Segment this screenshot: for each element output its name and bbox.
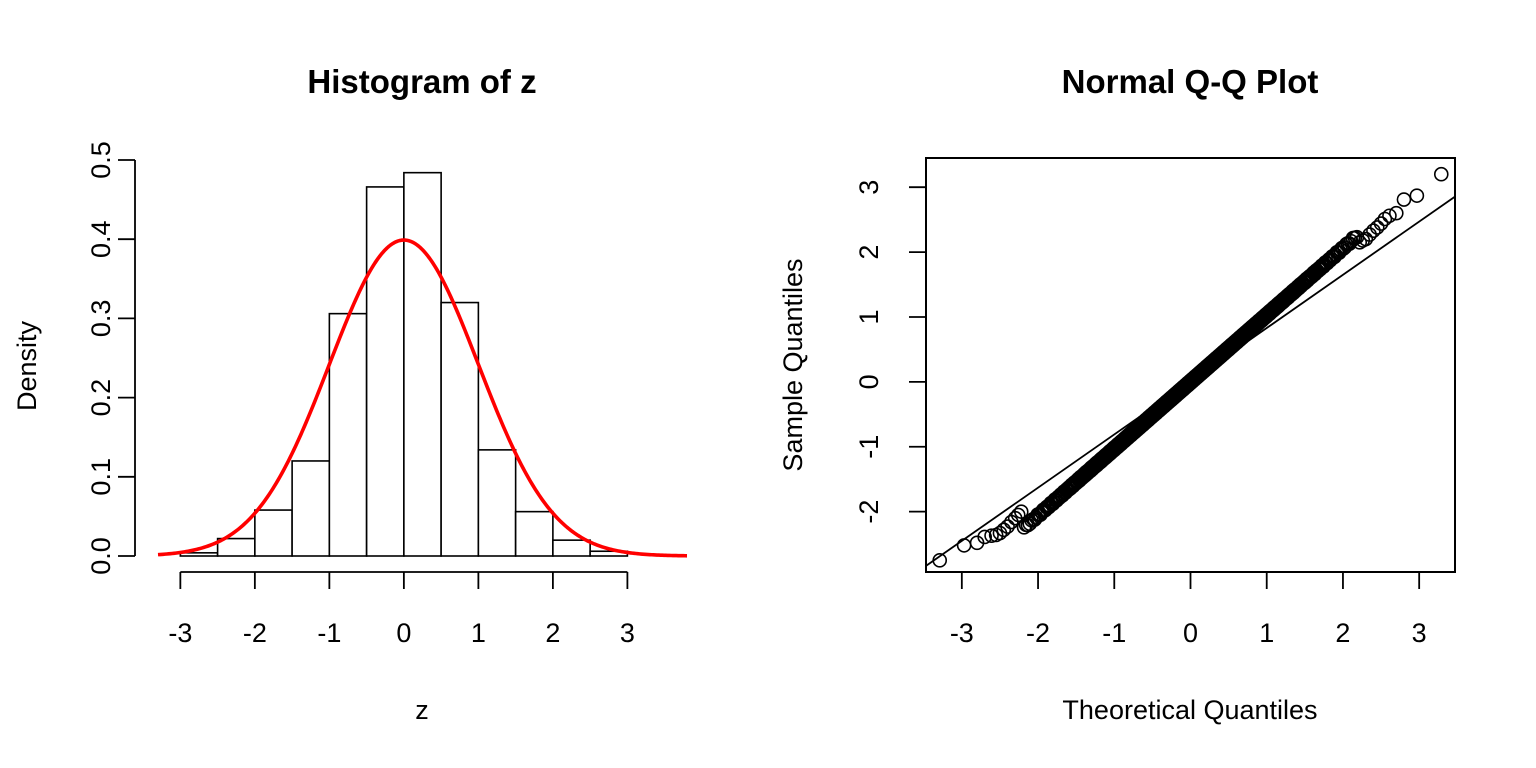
histogram-panel: Histogram of z 0.0 0.1 0.2 0.3 0.4 0.5 -3 -2 -1… bbox=[12, 63, 688, 725]
x-tick-label: 2 bbox=[545, 618, 560, 648]
y-tick-label: 0 bbox=[854, 374, 884, 389]
y-tick-label: 3 bbox=[854, 180, 884, 195]
x-tick-label: 3 bbox=[620, 618, 635, 648]
y-tick-label: 0.5 bbox=[86, 141, 116, 179]
x-tick-label: -2 bbox=[1026, 618, 1050, 648]
histogram-bar bbox=[477, 449, 517, 557]
histogram-x-axis-label: z bbox=[415, 695, 429, 725]
x-tick-label: 0 bbox=[396, 618, 411, 648]
y-tick-label: 0.0 bbox=[86, 537, 116, 575]
x-tick-label: 0 bbox=[1183, 618, 1198, 648]
histogram-y-axis-label: Density bbox=[12, 320, 42, 411]
normal-density-curve bbox=[157, 238, 688, 558]
qq-point bbox=[1377, 211, 1393, 227]
qq-x-axis: -3 -2 -1 0 1 2 3 bbox=[950, 572, 1427, 648]
qq-point bbox=[1000, 519, 1015, 534]
qq-title: Normal Q-Q Plot bbox=[1062, 63, 1319, 100]
y-tick-label: 2 bbox=[854, 245, 884, 260]
x-tick-label: -3 bbox=[950, 618, 974, 648]
histogram-bar bbox=[254, 509, 293, 557]
qq-point bbox=[984, 528, 999, 543]
histogram-y-axis: 0.0 0.1 0.2 0.3 0.4 0.5 bbox=[86, 141, 136, 575]
qq-point bbox=[996, 522, 1012, 538]
histogram-x-axis: -3 -2 -1 0 1 2 3 bbox=[168, 571, 635, 648]
qq-point bbox=[1013, 504, 1029, 519]
qq-y-axis: -2 -1 0 1 2 3 bbox=[854, 180, 926, 524]
x-tick-label: -1 bbox=[1102, 618, 1126, 648]
x-tick-label: 1 bbox=[471, 618, 486, 648]
histogram-bar bbox=[291, 460, 331, 557]
y-tick-label: -1 bbox=[854, 435, 884, 459]
y-tick-label: 0.1 bbox=[86, 458, 116, 496]
histogram-title: Histogram of z bbox=[307, 63, 536, 100]
x-tick-label: -1 bbox=[317, 618, 341, 648]
qq-x-axis-label: Theoretical Quantiles bbox=[1062, 695, 1317, 725]
qq-points bbox=[932, 166, 1449, 568]
histogram-bars bbox=[179, 171, 629, 557]
qq-point bbox=[956, 538, 972, 553]
qq-point bbox=[1373, 216, 1389, 231]
qq-point bbox=[977, 529, 992, 545]
y-tick-label: -2 bbox=[854, 500, 884, 524]
qq-point bbox=[1010, 507, 1026, 523]
qq-y-axis-label: Sample Quantiles bbox=[778, 258, 808, 471]
qq-point bbox=[1389, 205, 1404, 221]
x-tick-label: 3 bbox=[1412, 618, 1427, 648]
y-tick-label: 0.3 bbox=[86, 300, 116, 338]
histogram-bar bbox=[440, 301, 480, 557]
qq-point bbox=[1433, 166, 1449, 182]
qq-point bbox=[1396, 192, 1412, 207]
x-tick-label: -2 bbox=[243, 618, 267, 648]
qq-point bbox=[1366, 223, 1381, 238]
y-tick-label: 0.2 bbox=[86, 379, 116, 417]
x-tick-label: -3 bbox=[168, 618, 192, 648]
y-tick-label: 1 bbox=[854, 309, 884, 324]
qq-point bbox=[1409, 188, 1425, 203]
qq-panel: Normal Q-Q Plot -2 -1 0 1 2 3 -3 -2 -1 0 1 2 3 Theo… bbox=[778, 63, 1456, 725]
histogram-bar bbox=[403, 171, 442, 557]
histogram-bar bbox=[552, 539, 591, 557]
x-tick-label: 2 bbox=[1335, 618, 1350, 648]
qq-point bbox=[1358, 231, 1374, 247]
qq-point bbox=[1382, 208, 1397, 224]
x-tick-label: 1 bbox=[1259, 618, 1274, 648]
qq-point bbox=[932, 553, 948, 568]
y-tick-label: 0.4 bbox=[86, 220, 116, 258]
qq-point bbox=[1369, 220, 1385, 235]
histogram-bar bbox=[514, 510, 554, 557]
histogram-bar bbox=[328, 312, 368, 557]
